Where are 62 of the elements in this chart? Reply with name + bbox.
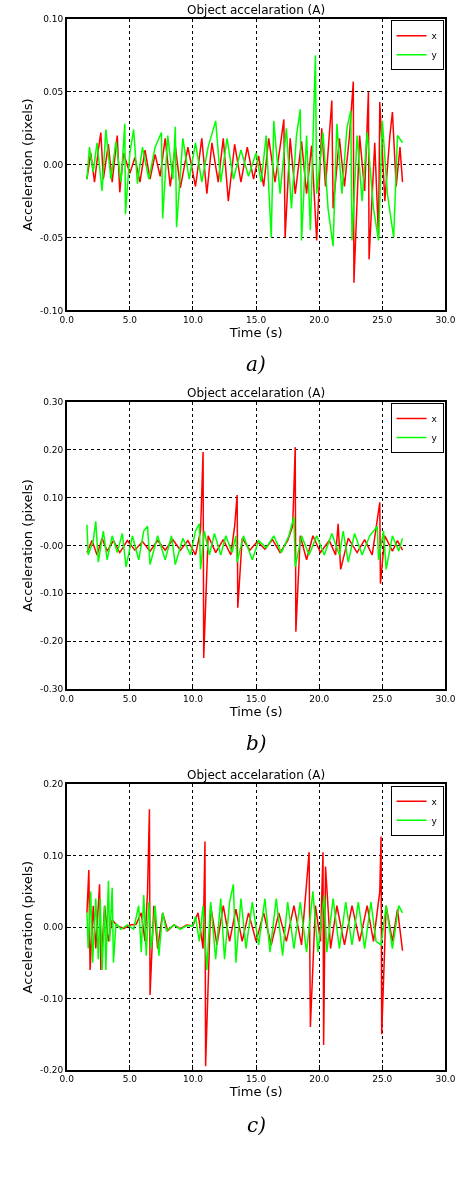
x-tick-label: 5.0	[122, 693, 138, 704]
y-tick-label: -0.10	[39, 588, 64, 599]
y-tick-label: -0.10	[39, 993, 64, 1004]
x-axis-title: Time (s)	[228, 703, 283, 719]
y-axis-title: Acceleration (pixels)	[20, 98, 36, 231]
x-tick-label: 15.0	[246, 693, 267, 704]
chart-title: Object accelaration (A)	[187, 3, 326, 17]
x-tick-label: 0.0	[59, 314, 75, 325]
y-tick-label: -0.00	[39, 540, 64, 551]
y-tick-label: 0.10	[43, 850, 64, 861]
line-series	[86, 80, 404, 284]
line-series	[86, 515, 404, 571]
x-tick-label: 0.0	[59, 693, 75, 704]
line-series	[86, 54, 404, 248]
x-tick-label: 30.0	[435, 1074, 456, 1085]
x-tick-label: 30.0	[435, 693, 456, 704]
legend-label: x	[431, 31, 438, 42]
x-tick-label: 0.0	[59, 1074, 75, 1085]
y-tick-label: -0.05	[39, 232, 64, 243]
y-tick-label: -0.20	[39, 1065, 64, 1076]
x-tick-label: 25.0	[372, 693, 393, 704]
x-tick-label: 10.0	[182, 314, 204, 325]
text: a)	[246, 352, 266, 376]
y-tick-label: 0.00	[43, 922, 64, 933]
y-tick-label: 0.20	[43, 779, 64, 790]
y-axis-title: Acceleration (pixels)	[20, 860, 36, 994]
x-tick-label: 5.0	[122, 1074, 138, 1085]
x-tick-label: 10.0	[182, 1074, 204, 1085]
y-tick-label: -0.20	[39, 636, 64, 647]
legend-label: y	[431, 815, 438, 826]
text: c)	[247, 1113, 267, 1137]
x-tick-label: 20.0	[309, 314, 330, 325]
x-tick-label: 10.0	[182, 693, 204, 704]
y-tick-label: -0.10	[39, 305, 64, 316]
line-series	[86, 446, 404, 659]
x-axis-title: Time (s)	[228, 324, 283, 340]
x-tick-label: 25.0	[372, 314, 393, 325]
chart-title: Object accelaration (A)	[187, 768, 326, 782]
x-tick-label: 30.0	[435, 314, 456, 325]
line-series	[86, 808, 404, 1068]
y-tick-label: 0.05	[43, 86, 64, 97]
y-tick-label: 0.20	[43, 444, 64, 455]
x-tick-label: 15.0	[246, 314, 267, 325]
x-tick-label: 20.0	[309, 693, 330, 704]
y-tick-label: 0.30	[43, 396, 64, 407]
x-tick-label: 25.0	[372, 1074, 393, 1085]
legend-label: y	[431, 433, 438, 444]
y-tick-label: -0.30	[39, 684, 64, 695]
chart-title: Object accelaration (A)	[187, 386, 326, 400]
y-tick-label: 0.10	[43, 492, 64, 503]
text: b)	[246, 731, 267, 755]
legend-label: x	[431, 414, 438, 425]
x-axis-title: Time (s)	[228, 1084, 283, 1100]
x-tick-label: 5.0	[122, 314, 138, 325]
line-series	[86, 879, 404, 971]
legend-label: x	[431, 796, 438, 807]
legend-label: y	[431, 50, 438, 61]
y-tick-label: 0.10	[43, 14, 64, 25]
x-tick-label: 15.0	[246, 1074, 267, 1085]
x-tick-label: 20.0	[309, 1074, 330, 1085]
y-axis-title: Acceleration (pixels)	[20, 479, 36, 612]
y-tick-label: 0.00	[43, 159, 64, 170]
